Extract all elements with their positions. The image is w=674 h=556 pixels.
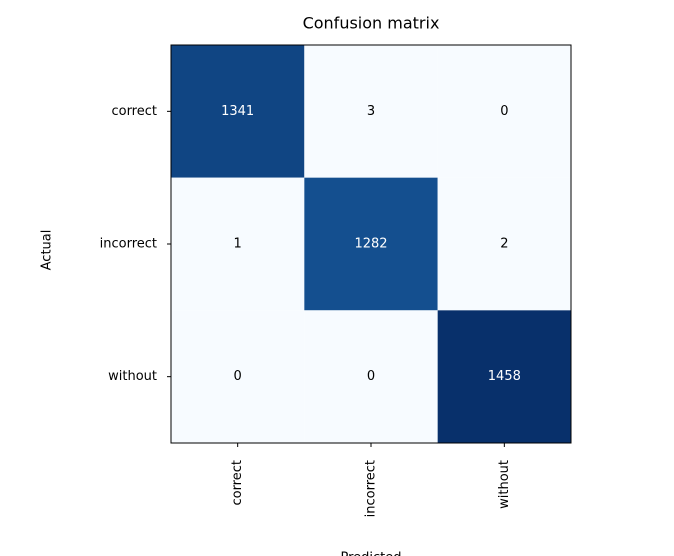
- y-tick-label: without: [108, 369, 157, 384]
- heatmap-cell: [437, 177, 571, 311]
- cell-value-label: 0: [500, 104, 508, 119]
- heatmap-cell: [171, 310, 305, 443]
- cell-value-label: 0: [234, 369, 242, 384]
- heatmap-cell: [171, 177, 305, 311]
- heatmap-cell: [437, 310, 571, 443]
- x-tick-label: incorrect: [364, 460, 379, 517]
- x-tick-label: without: [497, 460, 512, 509]
- y-axis-label: Actual: [40, 230, 55, 271]
- cell-value-label: 1282: [354, 237, 387, 252]
- x-axis-label: Predicted: [340, 551, 401, 556]
- heatmap-cell: [304, 45, 438, 178]
- y-tick-label: correct: [111, 104, 157, 119]
- heatmap-cell: [304, 310, 438, 443]
- heatmap-cell: [171, 45, 305, 178]
- heatmap-cell: [437, 45, 571, 178]
- chart-title: Confusion matrix: [303, 14, 440, 33]
- cell-value-label: 1341: [221, 104, 254, 119]
- cell-value-label: 1: [234, 237, 242, 252]
- cell-value-label: 0: [367, 369, 375, 384]
- x-tick-label: correct: [230, 460, 245, 506]
- cell-value-label: 2: [500, 237, 508, 252]
- y-tick-label: incorrect: [100, 237, 157, 252]
- cell-value-label: 1458: [488, 369, 521, 384]
- cell-value-label: 3: [367, 104, 375, 119]
- heatmap-cell: [304, 177, 438, 311]
